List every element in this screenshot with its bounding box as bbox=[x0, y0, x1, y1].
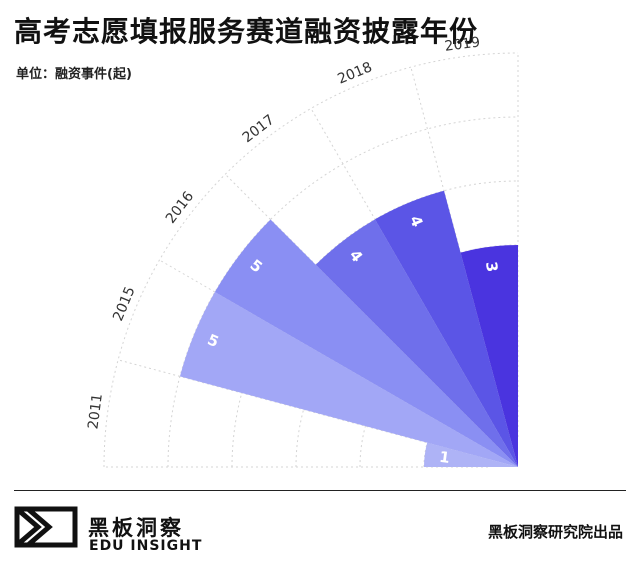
unit-label: 单位：融资事件(起) bbox=[16, 67, 132, 82]
sector-2017 bbox=[315, 219, 518, 467]
edu-insight-logo-icon bbox=[14, 506, 78, 548]
sector-2011 bbox=[424, 442, 518, 467]
source-note: 黑板洞察研究院出品 bbox=[487, 523, 623, 541]
category-label-2015: 2015 bbox=[110, 284, 138, 323]
brand-name-en: EDU INSIGHT bbox=[89, 538, 203, 554]
sector-2018 bbox=[375, 190, 518, 467]
grid-arc bbox=[231, 180, 519, 468]
category-label-2017: 2017 bbox=[240, 112, 278, 146]
brand-name-cn: 黑板洞察 bbox=[88, 516, 184, 540]
chart-title: 高考志愿填报服务赛道融资披露年份 bbox=[14, 15, 479, 48]
footer-divider bbox=[14, 490, 626, 491]
value-label-2019: 3 bbox=[482, 260, 501, 273]
sector-2016 bbox=[214, 219, 518, 467]
value-label-2011: 1 bbox=[438, 448, 451, 467]
category-label-2019: 2019 bbox=[444, 34, 481, 55]
category-label-2011: 2011 bbox=[85, 393, 106, 430]
category-label-2016: 2016 bbox=[163, 189, 197, 227]
sector-2019 bbox=[460, 245, 518, 467]
grid-arc bbox=[103, 52, 519, 468]
sectors bbox=[179, 190, 518, 467]
grid-arc bbox=[167, 116, 519, 468]
sector-2015 bbox=[179, 292, 518, 467]
category-label-2018: 2018 bbox=[335, 59, 374, 87]
grid-arc bbox=[295, 244, 519, 468]
